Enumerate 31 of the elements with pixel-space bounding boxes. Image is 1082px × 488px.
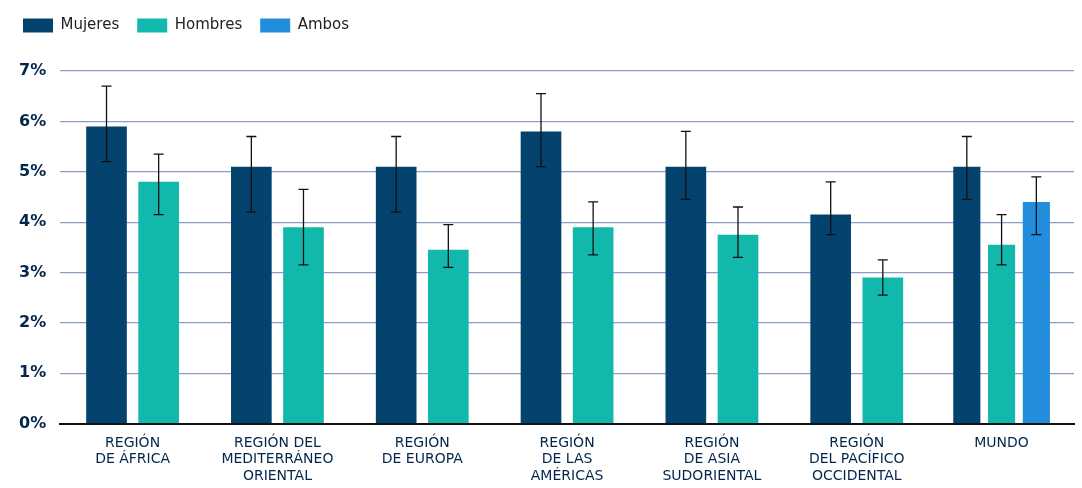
bar — [283, 227, 324, 423]
bar — [375, 166, 417, 423]
legend-label: Mujeres — [60, 15, 120, 34]
bar — [862, 277, 904, 423]
bar — [810, 214, 852, 423]
x-tick-label: REGIÓN DEL PACÍFICO OCCIDENTAL — [808, 432, 905, 484]
x-tick-label: REGIÓN DE LAS AMÉRICAS — [530, 432, 604, 484]
y-tick-label: 2% — [18, 312, 47, 332]
bar — [138, 181, 179, 423]
x-tick-label: REGIÓN DEL MEDITERRÁNEO ORIENTAL — [221, 432, 334, 484]
x-tick-label: REGIÓN DE ASIA SUDORIENTAL — [662, 432, 762, 484]
bar — [1022, 201, 1050, 423]
bar — [717, 234, 759, 423]
bar — [520, 131, 562, 423]
bar — [665, 166, 707, 423]
x-tick-label: REGIÓN DE EUROPA — [381, 432, 464, 467]
y-tick-label: 0% — [18, 412, 47, 432]
bar — [231, 166, 272, 423]
y-tick-label: 7% — [18, 60, 47, 80]
bar — [86, 126, 127, 423]
y-tick-label: 1% — [18, 362, 47, 382]
bar — [572, 227, 614, 423]
legend-label: Hombres — [174, 15, 243, 34]
x-tick-label: REGIÓN DE ÁFRICA — [95, 432, 171, 467]
legend-label: Ambos — [297, 15, 350, 34]
y-tick-label: 4% — [18, 211, 47, 231]
bar — [427, 249, 469, 423]
y-tick-label: 6% — [18, 110, 47, 130]
y-tick-label: 5% — [18, 160, 47, 180]
y-tick-label: 3% — [18, 261, 47, 281]
x-tick-label: MUNDO — [974, 433, 1029, 450]
